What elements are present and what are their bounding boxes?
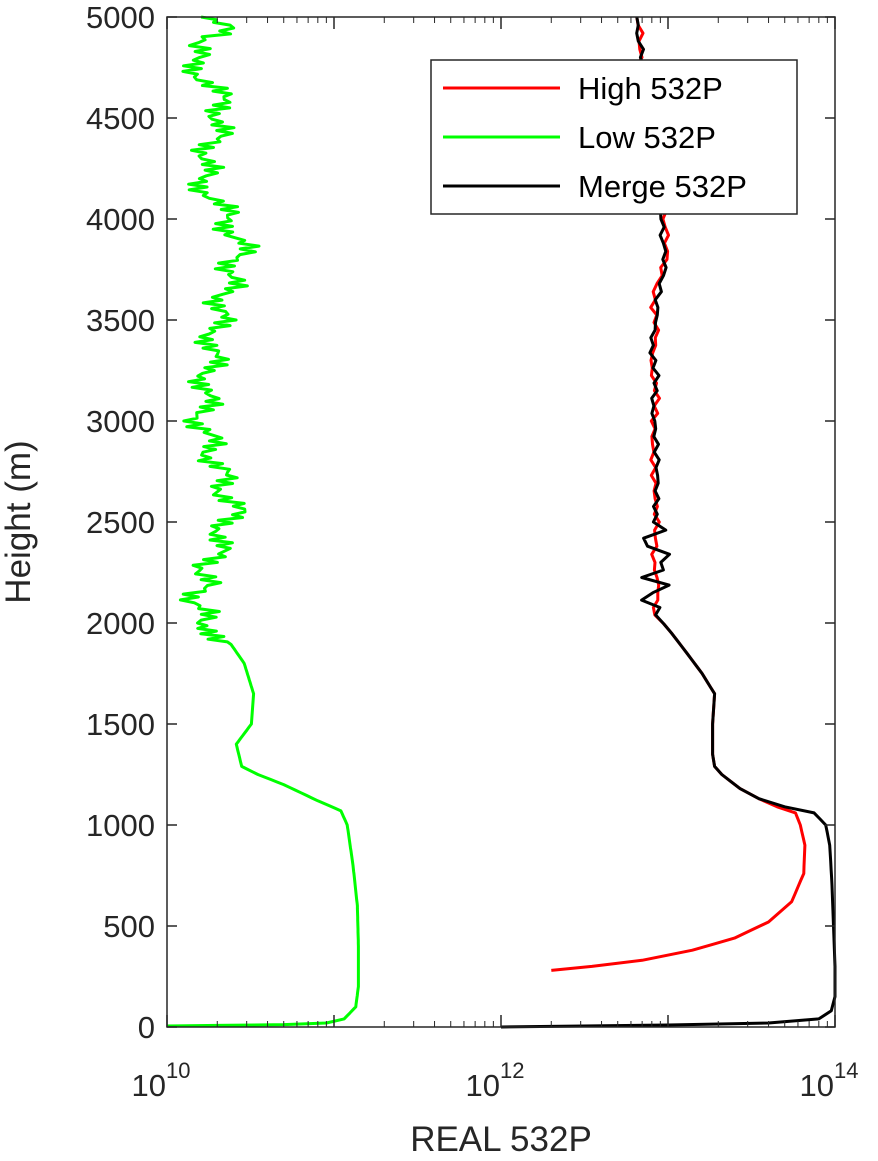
x-tick-label: 1014 — [800, 1058, 859, 1103]
y-tick-label: 3000 — [86, 404, 155, 439]
y-tick-label: 3500 — [86, 303, 155, 338]
y-tick-labels: 0 500 1000 1500 2000 2500 3000 3500 4000 4500 5000 — [86, 0, 155, 1045]
legend-label-merge: Merge 532P — [578, 169, 747, 204]
y-tick-label: 1000 — [86, 808, 155, 843]
x-axis-label: REAL 532P — [410, 1120, 592, 1159]
y-tick-label: 2500 — [86, 505, 155, 540]
y-tick-label: 5000 — [86, 0, 155, 35]
y-tick-label: 1500 — [86, 707, 155, 742]
y-tick-label: 4000 — [86, 202, 155, 237]
x-tick-labels: 1010 1012 1014 — [132, 1058, 859, 1103]
legend-label-high: High 532P — [578, 71, 723, 106]
y-tick-label: 500 — [103, 909, 155, 944]
y-tick-label: 0 — [138, 1010, 155, 1045]
legend: High 532P Low 532P Merge 532P — [430, 59, 798, 215]
series-line-1 — [166, 15, 360, 1028]
y-axis-label: Height (m) — [0, 440, 38, 603]
axis-ticks — [166, 16, 836, 1028]
legend-label-low: Low 532P — [578, 120, 716, 155]
y-tick-label: 2000 — [86, 606, 155, 641]
x-tick-label: 1010 — [132, 1058, 191, 1103]
x-tick-label: 1012 — [466, 1058, 525, 1103]
y-tick-label: 4500 — [86, 101, 155, 136]
